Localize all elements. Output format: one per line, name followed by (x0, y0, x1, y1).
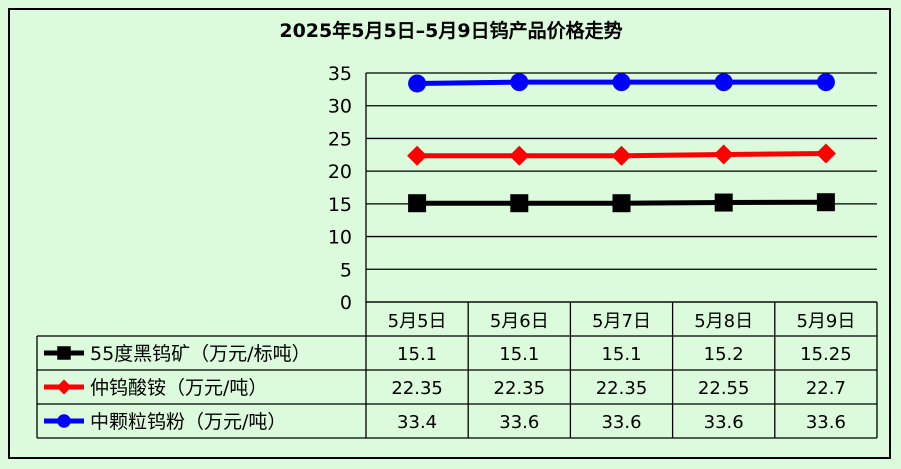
y-tick-label: 30 (328, 96, 352, 118)
y-tick-label: 20 (328, 161, 352, 183)
legend-label: 仲钨酸铵（万元/吨） (90, 377, 267, 399)
data-point (714, 73, 733, 92)
data-point (510, 73, 529, 92)
data-label: 15.1 (397, 344, 437, 365)
data-label: 33.6 (499, 412, 539, 433)
legend-key-marker (57, 414, 71, 428)
data-point (510, 194, 529, 213)
data-point (612, 194, 631, 213)
data-point (815, 143, 836, 164)
x-tick-label: 5月7日 (592, 311, 651, 332)
data-label: 22.35 (494, 378, 546, 399)
legend-key-marker (57, 346, 71, 360)
data-point (612, 73, 631, 92)
y-tick-label: 0 (340, 292, 352, 314)
y-tick-label: 25 (328, 128, 352, 150)
data-point (509, 145, 530, 166)
data-label: 33.6 (601, 412, 641, 433)
data-point (407, 145, 428, 166)
data-label: 15.25 (800, 344, 852, 365)
data-label: 15.2 (704, 344, 744, 365)
data-point (816, 73, 835, 92)
data-point (611, 145, 632, 166)
legend-label: 中颗粒钨粉（万元/吨） (90, 411, 286, 433)
y-tick-label: 35 (328, 63, 352, 85)
legend-key-marker (56, 379, 72, 395)
data-label: 22.35 (391, 378, 443, 399)
legend-label: 55度黑钨矿（万元/标吨） (90, 343, 311, 365)
data-label: 22.7 (806, 378, 846, 399)
data-label: 15.1 (499, 344, 539, 365)
x-tick-label: 5月8日 (694, 311, 753, 332)
y-tick-label: 15 (328, 194, 352, 216)
data-label: 33.6 (806, 412, 846, 433)
data-point (816, 193, 835, 212)
data-label: 15.1 (601, 344, 641, 365)
data-label: 22.55 (698, 378, 750, 399)
data-point (408, 194, 427, 213)
y-tick-label: 10 (328, 227, 352, 249)
data-label: 33.6 (704, 412, 744, 433)
x-tick-label: 5月5日 (388, 311, 447, 332)
x-tick-label: 5月6日 (490, 311, 549, 332)
data-point (713, 144, 734, 165)
data-label: 22.35 (596, 378, 648, 399)
x-tick-label: 5月9日 (796, 311, 855, 332)
data-point (408, 74, 427, 93)
data-point (714, 193, 733, 212)
y-tick-label: 5 (340, 259, 352, 281)
chart-title: 2025年5月5日–5月9日钨产品价格走势 (279, 19, 622, 42)
data-label: 33.4 (397, 412, 437, 433)
